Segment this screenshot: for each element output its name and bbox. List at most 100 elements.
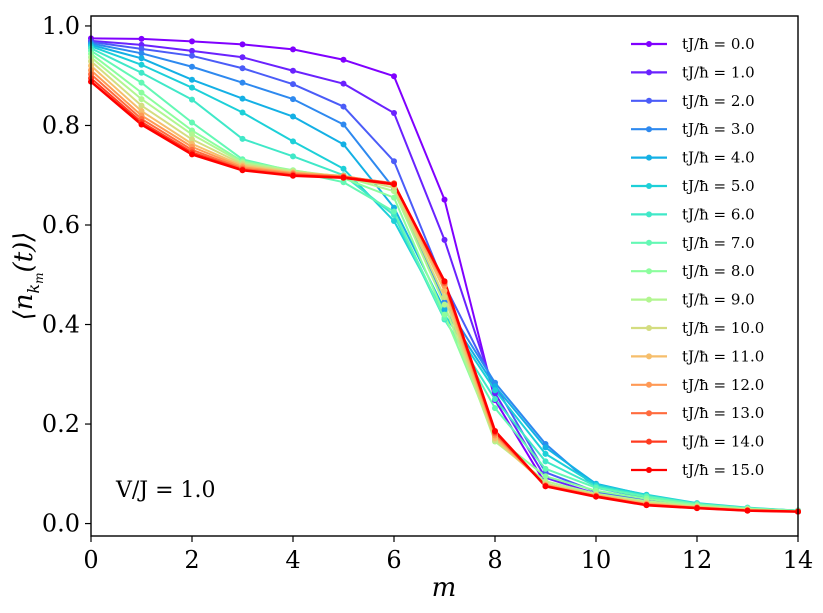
data-point: [239, 41, 246, 48]
data-point: [441, 196, 448, 203]
y-axis-label-part: m: [32, 272, 46, 283]
legend-marker-1: [646, 69, 652, 76]
legend-marker-4: [646, 154, 652, 161]
x-tick-label: 8: [487, 546, 502, 574]
data-point: [391, 194, 397, 201]
data-point: [239, 167, 246, 174]
data-point: [542, 473, 549, 480]
y-axis: 0.0 0.2 0.4 0.6 0.8 1.0: [42, 12, 91, 538]
data-point: [239, 65, 246, 72]
data-point: [391, 218, 397, 225]
y-tick-label: 0.8: [42, 111, 80, 139]
data-point: [542, 465, 549, 472]
x-tick-label: 4: [285, 546, 300, 574]
legend-marker-8: [646, 268, 652, 275]
data-point: [138, 121, 145, 128]
y-tick-label: 0.6: [42, 211, 80, 239]
data-point: [138, 79, 145, 86]
legend-label-7: tJ/ħ = 7.0: [682, 234, 755, 252]
data-point: [340, 56, 347, 63]
data-point: [340, 80, 347, 87]
legend-marker-9: [646, 296, 652, 303]
data-point: [441, 311, 448, 318]
legend-marker-6: [646, 211, 652, 218]
data-point: [138, 50, 145, 57]
data-point: [290, 81, 296, 88]
data-point: [239, 54, 246, 61]
data-point: [138, 45, 145, 52]
data-point: [391, 73, 397, 80]
legend-marker-13: [646, 410, 652, 417]
x-axis-label: m: [432, 573, 457, 603]
legend-marker-5: [646, 183, 652, 189]
legend: tJ/ħ = 0.0 tJ/ħ = 1.0 tJ/ħ = 2.0 tJ/ħ = 3.0…: [631, 35, 764, 479]
legend-label-13: tJ/ħ = 13.0: [682, 404, 764, 422]
x-axis: 0 2 4 6 8 10 12 14: [83, 536, 813, 574]
legend-label-9: tJ/ħ = 9.0: [682, 291, 755, 309]
data-point: [542, 483, 549, 490]
x-tick-label: 2: [184, 546, 199, 574]
legend-label-3: tJ/ħ = 3.0: [682, 120, 755, 138]
data-point: [744, 507, 751, 514]
data-point: [290, 138, 296, 145]
data-point: [542, 444, 549, 451]
legend-label-2: tJ/ħ = 2.0: [682, 92, 755, 110]
data-point: [492, 405, 498, 412]
y-axis-label-part: ⟨n: [9, 294, 39, 321]
data-point: [340, 165, 347, 172]
legend-label-8: tJ/ħ = 8.0: [682, 262, 755, 280]
legend-label-0: tJ/ħ = 0.0: [682, 35, 755, 53]
data-point: [643, 502, 650, 509]
data-point: [340, 174, 347, 181]
data-point: [593, 493, 599, 500]
data-point: [290, 96, 296, 103]
legend-label-11: tJ/ħ = 11.0: [682, 347, 764, 365]
data-point: [138, 69, 145, 76]
data-point: [189, 38, 195, 45]
legend-marker-2: [646, 97, 652, 104]
data-point: [189, 84, 195, 91]
data-point: [391, 158, 397, 165]
x-tick-label: 6: [386, 546, 401, 574]
data-point: [492, 428, 498, 435]
series-points: [88, 35, 801, 515]
data-point: [441, 278, 448, 285]
x-tick-label: 14: [783, 546, 814, 574]
data-point: [138, 89, 145, 96]
y-tick-label: 0.4: [42, 311, 80, 339]
y-tick-label: 0.2: [42, 410, 80, 438]
legend-label-12: tJ/ħ = 12.0: [682, 376, 764, 394]
data-point: [290, 153, 296, 160]
data-point: [138, 35, 145, 42]
legend-marker-10: [646, 325, 652, 331]
data-point: [189, 52, 195, 59]
y-axis-label-part: k: [24, 284, 43, 294]
legend-marker-12: [646, 381, 652, 388]
data-point: [290, 46, 296, 53]
data-point: [492, 387, 498, 394]
plot-frame: [90, 15, 799, 537]
data-point: [441, 236, 448, 243]
data-point: [441, 306, 448, 313]
data-point: [391, 181, 397, 188]
legend-marker-7: [646, 239, 652, 246]
data-point: [138, 96, 145, 103]
data-point: [138, 61, 145, 68]
legend-marker-11: [646, 353, 652, 360]
data-point: [441, 301, 448, 308]
data-point: [138, 108, 145, 115]
legend-label-10: tJ/ħ = 10.0: [682, 319, 764, 337]
data-point: [290, 113, 296, 120]
data-point: [391, 208, 397, 215]
x-tick-label: 10: [581, 546, 612, 574]
data-point: [290, 172, 296, 179]
data-point: [189, 136, 195, 143]
data-point: [542, 458, 549, 465]
data-point: [239, 109, 246, 116]
legend-label-14: tJ/ħ = 14.0: [682, 433, 764, 451]
data-point: [189, 119, 195, 126]
legend-marker-15: [646, 467, 652, 473]
legend-marker-0: [646, 41, 652, 47]
data-point: [189, 47, 195, 54]
